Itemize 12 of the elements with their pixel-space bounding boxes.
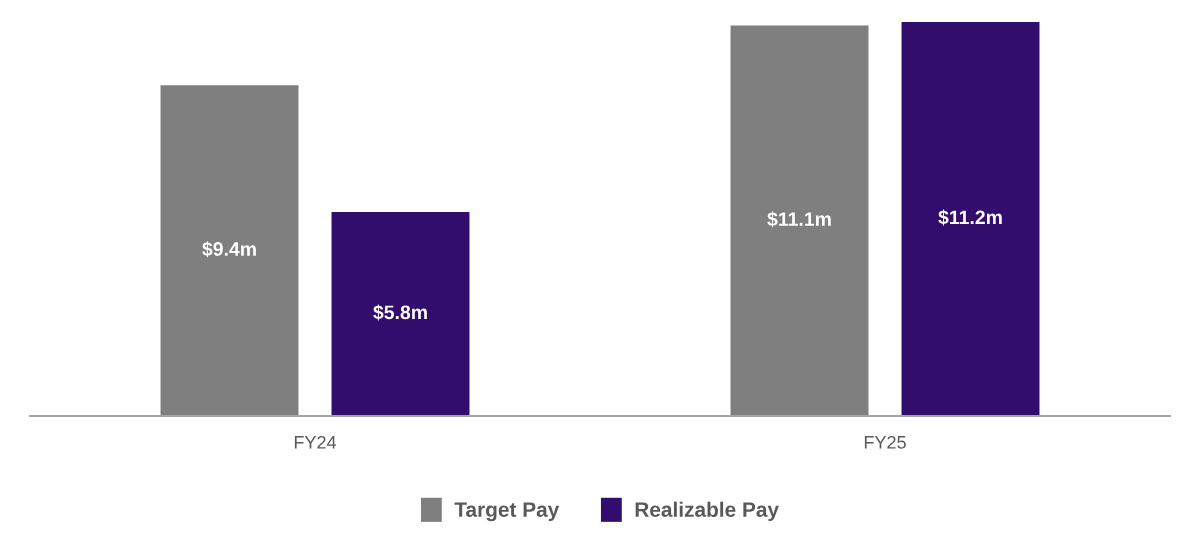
x-tick-label: FY25	[864, 435, 906, 449]
data-label: $11.2m	[938, 209, 1002, 226]
x-tick-label: FY24	[294, 435, 337, 449]
bar	[901, 22, 1040, 416]
data-label: $11.1m	[767, 211, 831, 228]
legend-label: Realizable Pay	[635, 501, 779, 522]
data-label: $9.4m	[202, 241, 256, 258]
legend-label: Target Pay	[454, 502, 560, 522]
data-label: $5.8m	[373, 304, 427, 321]
bar	[160, 85, 299, 416]
bar	[331, 211, 470, 416]
bar	[730, 25, 869, 416]
